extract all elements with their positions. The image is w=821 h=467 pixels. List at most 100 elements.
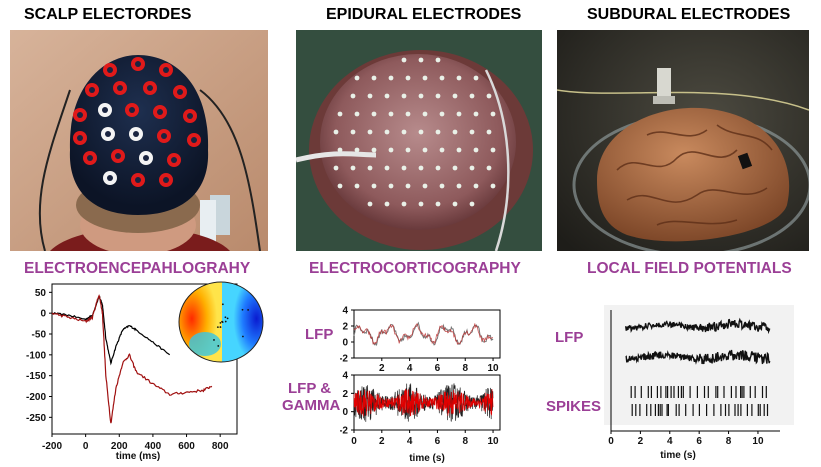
eeg-y-tick-label: -200 bbox=[26, 392, 46, 403]
eeg-x-tick-label: 200 bbox=[111, 441, 128, 452]
ecog-bottom-x-tick-label: 10 bbox=[487, 436, 499, 447]
ecog-x-axis-label: time (s) bbox=[409, 453, 445, 464]
grid-electrode bbox=[401, 129, 407, 135]
grid-electrode bbox=[354, 75, 360, 81]
ecog-bottom-x-tick-label: 4 bbox=[407, 436, 413, 447]
ecog-lfp-trace-red bbox=[353, 323, 494, 345]
grid-electrode bbox=[418, 165, 424, 171]
ecog-lfp-label: LFP bbox=[305, 326, 334, 343]
ecog-top-y-tick-label: 0 bbox=[342, 338, 348, 349]
grid-electrode bbox=[367, 93, 373, 99]
ecog-bottom-x-tick-label: 0 bbox=[351, 436, 357, 447]
ecog-bottom-x-tick-label: 8 bbox=[462, 436, 468, 447]
eeg-trace-black bbox=[51, 295, 171, 366]
lfp-label: LFP bbox=[555, 329, 584, 346]
eeg-x-tick-label: -200 bbox=[42, 441, 62, 452]
subtitle-ecog: ELECTROCORTICOGRAPHY bbox=[309, 260, 521, 277]
ecog-top-x-tick-label: 2 bbox=[379, 363, 385, 374]
spikes-label: SPIKES bbox=[546, 398, 602, 415]
grid-electrode bbox=[388, 183, 394, 189]
grid-electrode bbox=[473, 183, 479, 189]
subtitle-eeg: ELECTROENCEPAHLOGRAHY bbox=[24, 260, 251, 277]
grid-electrode bbox=[422, 75, 428, 81]
ecog-top-x-tick-label: 6 bbox=[435, 363, 441, 374]
ecog-top-y-tick-label: -2 bbox=[340, 354, 348, 365]
grid-electrode bbox=[405, 183, 411, 189]
lfp-x-axis-label: time (s) bbox=[660, 450, 696, 461]
grid-electrode bbox=[384, 93, 390, 99]
grid-electrode bbox=[422, 147, 428, 153]
eeg-y-tick-label: -250 bbox=[26, 413, 46, 424]
subtitle-lfp: LOCAL FIELD POTENTIALS bbox=[587, 260, 792, 277]
grid-electrode bbox=[337, 183, 343, 189]
grid-electrode bbox=[405, 111, 411, 117]
grid-electrode bbox=[401, 165, 407, 171]
grid-electrode bbox=[490, 111, 496, 117]
grid-electrode bbox=[486, 165, 492, 171]
eeg-x-tick-label: 800 bbox=[212, 441, 229, 452]
grid-electrode bbox=[388, 111, 394, 117]
grid-electrode bbox=[439, 111, 445, 117]
eeg-y-tick-label: -100 bbox=[26, 350, 46, 361]
grid-electrode bbox=[435, 57, 441, 63]
grid-electrode bbox=[405, 147, 411, 153]
ecog-gamma-trace-red bbox=[353, 388, 494, 417]
grid-electrode bbox=[354, 111, 360, 117]
grid-electrode bbox=[337, 111, 343, 117]
grid-electrode bbox=[333, 129, 339, 135]
grid-electrode bbox=[350, 165, 356, 171]
grid-electrode bbox=[456, 147, 462, 153]
ecog-top-x-tick-label: 10 bbox=[487, 363, 499, 374]
subdural-brain-photo bbox=[557, 30, 809, 251]
lfp-x-tick-label: 2 bbox=[638, 436, 644, 447]
eeg-y-tick-label: 50 bbox=[35, 288, 47, 299]
grid-electrode bbox=[401, 201, 407, 207]
ecog-top-x-tick-label: 4 bbox=[407, 363, 413, 374]
grid-electrode bbox=[439, 75, 445, 81]
ecog-bottom-y-tick-label: 0 bbox=[342, 407, 348, 418]
ecog-top-y-tick-label: 4 bbox=[342, 306, 348, 317]
grid-electrode bbox=[418, 129, 424, 135]
ecog-gamma-label-line2: GAMMA bbox=[282, 397, 341, 414]
eeg-erp-chart: 50 0 -50 -100 -150 -200 -250 -200 0 200 400 600 800 bbox=[26, 281, 264, 462]
grid-electrode bbox=[401, 57, 407, 63]
eeg-y-tick-label: -50 bbox=[32, 330, 47, 341]
lfp-x-tick-label: 10 bbox=[752, 436, 764, 447]
grid-electrode bbox=[371, 183, 377, 189]
title-epidural-electrodes: EPIDURAL ELECTRODES bbox=[326, 6, 522, 23]
grid-electrode bbox=[469, 201, 475, 207]
grid-electrode bbox=[371, 75, 377, 81]
grid-electrode bbox=[384, 129, 390, 135]
ecog-top-y-tick-label: 2 bbox=[342, 322, 348, 333]
ecog-bottom-x-tick-label: 2 bbox=[379, 436, 385, 447]
grid-electrode bbox=[401, 93, 407, 99]
grid-electrode bbox=[337, 147, 343, 153]
lfp-spikes-chart: 0 2 4 6 8 10 time (s) bbox=[604, 305, 794, 461]
grid-electrode bbox=[473, 111, 479, 117]
lfp-x-tick-label: 6 bbox=[696, 436, 702, 447]
grid-electrode bbox=[452, 165, 458, 171]
grid-electrode bbox=[422, 183, 428, 189]
grid-electrode bbox=[418, 57, 424, 63]
grid-electrode bbox=[435, 201, 441, 207]
ecog-bottom-y-tick-label: 2 bbox=[342, 389, 348, 400]
grid-electrode bbox=[439, 183, 445, 189]
grid-electrode bbox=[367, 165, 373, 171]
grid-electrode bbox=[388, 75, 394, 81]
grid-electrode bbox=[469, 165, 475, 171]
lfp-trace-1 bbox=[625, 317, 771, 335]
lfp-x-tick-label: 4 bbox=[667, 436, 673, 447]
grid-electrode bbox=[486, 129, 492, 135]
grid-electrode bbox=[371, 147, 377, 153]
lfp-trace-2 bbox=[625, 349, 771, 365]
grid-electrode bbox=[367, 129, 373, 135]
grid-electrode bbox=[469, 93, 475, 99]
grid-electrode bbox=[388, 147, 394, 153]
grid-electrode bbox=[456, 111, 462, 117]
grid-electrode bbox=[354, 147, 360, 153]
spike-raster-row-2 bbox=[631, 404, 769, 416]
grid-electrode bbox=[418, 201, 424, 207]
grid-electrode bbox=[384, 165, 390, 171]
grid-electrode bbox=[452, 93, 458, 99]
